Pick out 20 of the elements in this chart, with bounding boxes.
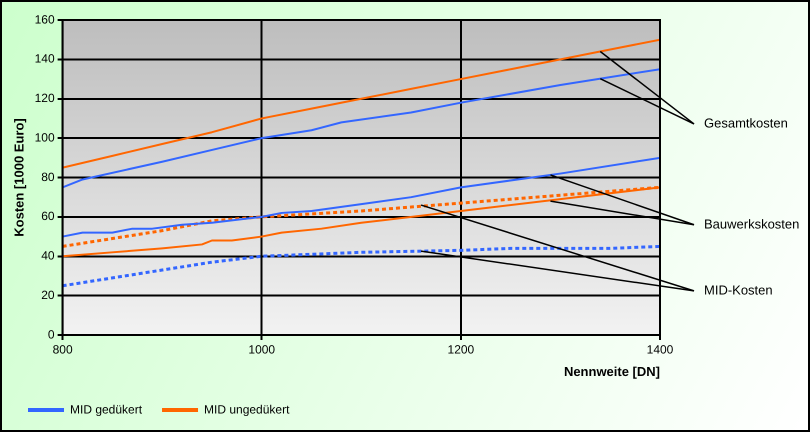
y-tick-label: 0 <box>48 327 55 342</box>
x-tick-label: 1200 <box>448 342 475 357</box>
x-tick-label: 1400 <box>646 342 674 357</box>
y-tick-label: 40 <box>41 248 55 263</box>
y-tick-label: 100 <box>34 130 55 144</box>
legend-label: MID ungedükert <box>204 402 290 416</box>
annotation: MID-Kosten <box>704 282 773 298</box>
x-tick-label: 800 <box>52 342 73 357</box>
y-tick-label: 120 <box>34 91 55 106</box>
y-tick-label: 60 <box>41 209 55 224</box>
annotation: Gesamtkosten <box>704 116 788 131</box>
y-tick-label: 160 <box>34 12 55 26</box>
y-tick-label: 20 <box>41 288 55 302</box>
x-axis-title: Nennweite [DN] <box>564 364 660 379</box>
y-axis-title: Kosten [1000 Euro] <box>11 118 26 237</box>
y-tick-label: 140 <box>34 52 55 66</box>
y-tick-label: 80 <box>41 170 55 184</box>
legend-label: MID gedükert <box>70 402 143 416</box>
annotation: Bauwerkskosten <box>704 216 800 232</box>
x-tick-label: 1000 <box>248 342 276 357</box>
